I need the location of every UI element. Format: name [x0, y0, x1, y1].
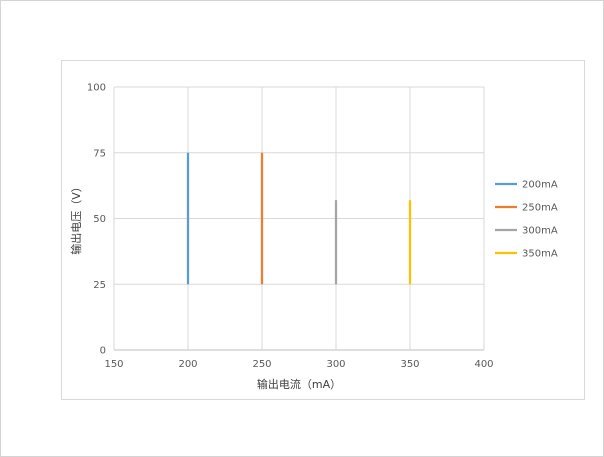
- x-tick-label: 400: [474, 359, 493, 370]
- gridlines: [113, 86, 485, 351]
- x-tick-label: 200: [178, 359, 197, 370]
- x-tick-label: 250: [252, 359, 271, 370]
- legend: 200mA 250mA 300mA 350mA: [495, 180, 558, 260]
- y-tick-label: 50: [93, 214, 106, 225]
- y-tick-label: 25: [93, 280, 106, 291]
- y-tick-labels: 0 25 50 75 100: [87, 83, 106, 357]
- y-axis-title: 输出电压（V）: [69, 181, 83, 255]
- legend-label: 350mA: [522, 249, 558, 260]
- y-tick-label: 0: [100, 346, 106, 357]
- x-tick-label: 150: [104, 359, 123, 370]
- x-tick-labels: 150 200 250 300 350 400: [104, 359, 493, 370]
- series-lines: [186, 152, 412, 285]
- y-tick-label: 75: [93, 148, 106, 159]
- x-axis-title: 输出电流（mA）: [257, 377, 341, 391]
- legend-label: 250mA: [522, 203, 558, 214]
- legend-label: 300mA: [522, 226, 558, 237]
- y-tick-label: 100: [87, 83, 106, 94]
- x-tick-label: 300: [326, 359, 345, 370]
- legend-label: 200mA: [522, 180, 558, 191]
- x-tick-label: 350: [400, 359, 419, 370]
